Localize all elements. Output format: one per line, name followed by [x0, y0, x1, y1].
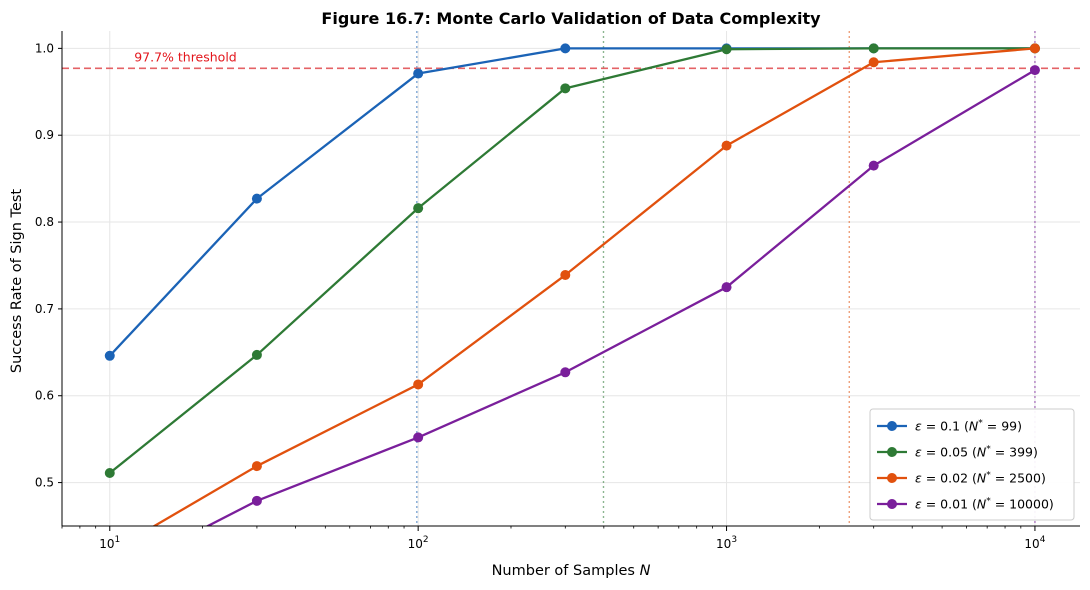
- data-point: [721, 44, 732, 55]
- legend-marker: [887, 473, 897, 483]
- x-tick-label: 101: [99, 535, 120, 551]
- axes: 0.5 0.6 0.7 0.8 0.9 1.0 101 102 103 104: [35, 31, 1080, 551]
- legend: ε = 0.1 (N* = 99) ε = 0.05 (N* = 399) ε = …: [869, 408, 1075, 521]
- legend-label: ε = 0.1 (N* = 99): [915, 419, 1022, 434]
- data-point: [105, 571, 115, 581]
- legend-marker: [887, 499, 897, 509]
- data-point: [413, 379, 424, 390]
- legend-label: ε = 0.05 (N* = 399): [915, 445, 1038, 460]
- data-point: [868, 160, 879, 171]
- data-point: [868, 57, 879, 68]
- data-point: [251, 461, 262, 472]
- legend-label: ε = 0.02 (N* = 2500): [915, 471, 1046, 486]
- data-point: [413, 68, 424, 79]
- y-tick-label: 0.6: [35, 389, 54, 403]
- data-point: [104, 468, 115, 479]
- x-tick-label: 102: [408, 535, 429, 551]
- data-point: [251, 349, 262, 360]
- series-line: [108, 47, 1035, 357]
- threshold-label: 97.7% threshold: [134, 49, 237, 64]
- y-tick-label: 0.7: [35, 302, 54, 316]
- y-tick-label: 1.0: [35, 41, 54, 55]
- x-axis-label: Number of Samples N: [492, 563, 651, 579]
- y-axis-label: Success Rate of Sign Test: [9, 189, 25, 374]
- y-tick-label: 0.8: [35, 215, 54, 229]
- data-point: [560, 367, 571, 378]
- legend-label: ε = 0.01 (N* = 10000): [915, 497, 1054, 512]
- y-tick-label: 0.5: [35, 476, 54, 490]
- legend-marker: [887, 421, 897, 431]
- data-point: [868, 43, 879, 54]
- data-point: [560, 43, 571, 54]
- series-group: [104, 43, 1040, 581]
- legend-box: [869, 408, 1075, 521]
- threshold-group: 97.7% threshold: [62, 49, 1080, 70]
- data-point: [560, 270, 571, 281]
- data-point: [1029, 43, 1040, 54]
- data-point: [721, 140, 732, 151]
- data-point: [251, 495, 262, 506]
- x-tick-label: 104: [1024, 535, 1045, 551]
- data-point: [104, 350, 115, 361]
- x-tick-label: 103: [716, 535, 737, 551]
- data-point: [721, 282, 732, 293]
- data-point: [413, 203, 424, 214]
- legend-marker: [887, 447, 897, 457]
- data-point: [413, 432, 424, 443]
- chart-title: Figure 16.7: Monte Carlo Validation of D…: [321, 9, 821, 28]
- data-point: [560, 83, 571, 94]
- data-point: [1029, 65, 1040, 76]
- data-point: [251, 193, 262, 204]
- y-tick-label: 0.9: [35, 128, 54, 142]
